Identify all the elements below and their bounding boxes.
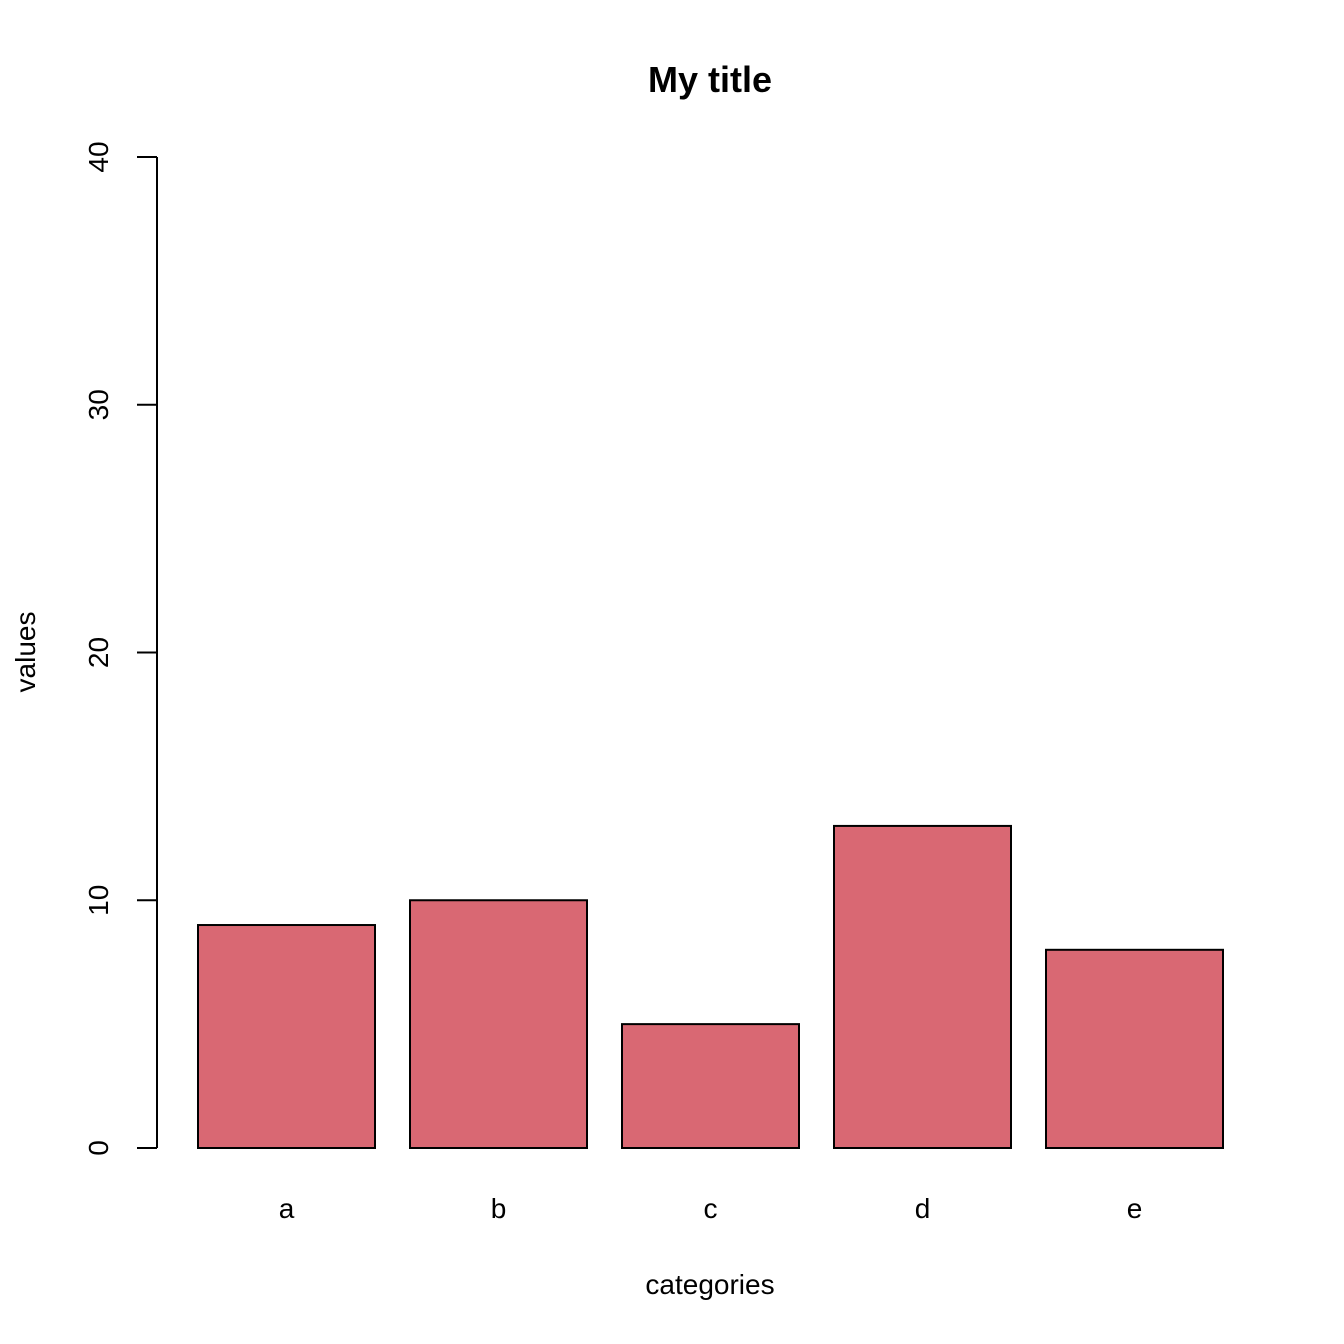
x-tick-label: b: [491, 1193, 507, 1224]
x-tick-label: e: [1127, 1193, 1143, 1224]
bar-c: [621, 1023, 800, 1149]
bars-group: [197, 824, 1224, 1150]
y-tick-label: 20: [83, 637, 114, 668]
y-tick-label: 30: [83, 389, 114, 420]
bar-b: [409, 899, 588, 1149]
bar-d: [833, 824, 1012, 1149]
y-tick-label: 10: [83, 885, 114, 916]
bar-e: [1045, 948, 1224, 1149]
x-axis-label: categories: [645, 1269, 774, 1300]
x-tick-label: a: [279, 1193, 295, 1224]
y-axis-label: values: [10, 612, 41, 693]
y-axis: 0 10 20 30 40: [83, 141, 158, 1156]
y-tick-label: 0: [83, 1140, 114, 1156]
chart-title: My title: [648, 59, 772, 100]
x-tick-label: d: [915, 1193, 931, 1224]
bar-a: [197, 924, 376, 1150]
x-tick-label: c: [704, 1193, 718, 1224]
x-tick-labels: a b c d e: [279, 1193, 1143, 1224]
y-tick-label: 40: [83, 141, 114, 172]
